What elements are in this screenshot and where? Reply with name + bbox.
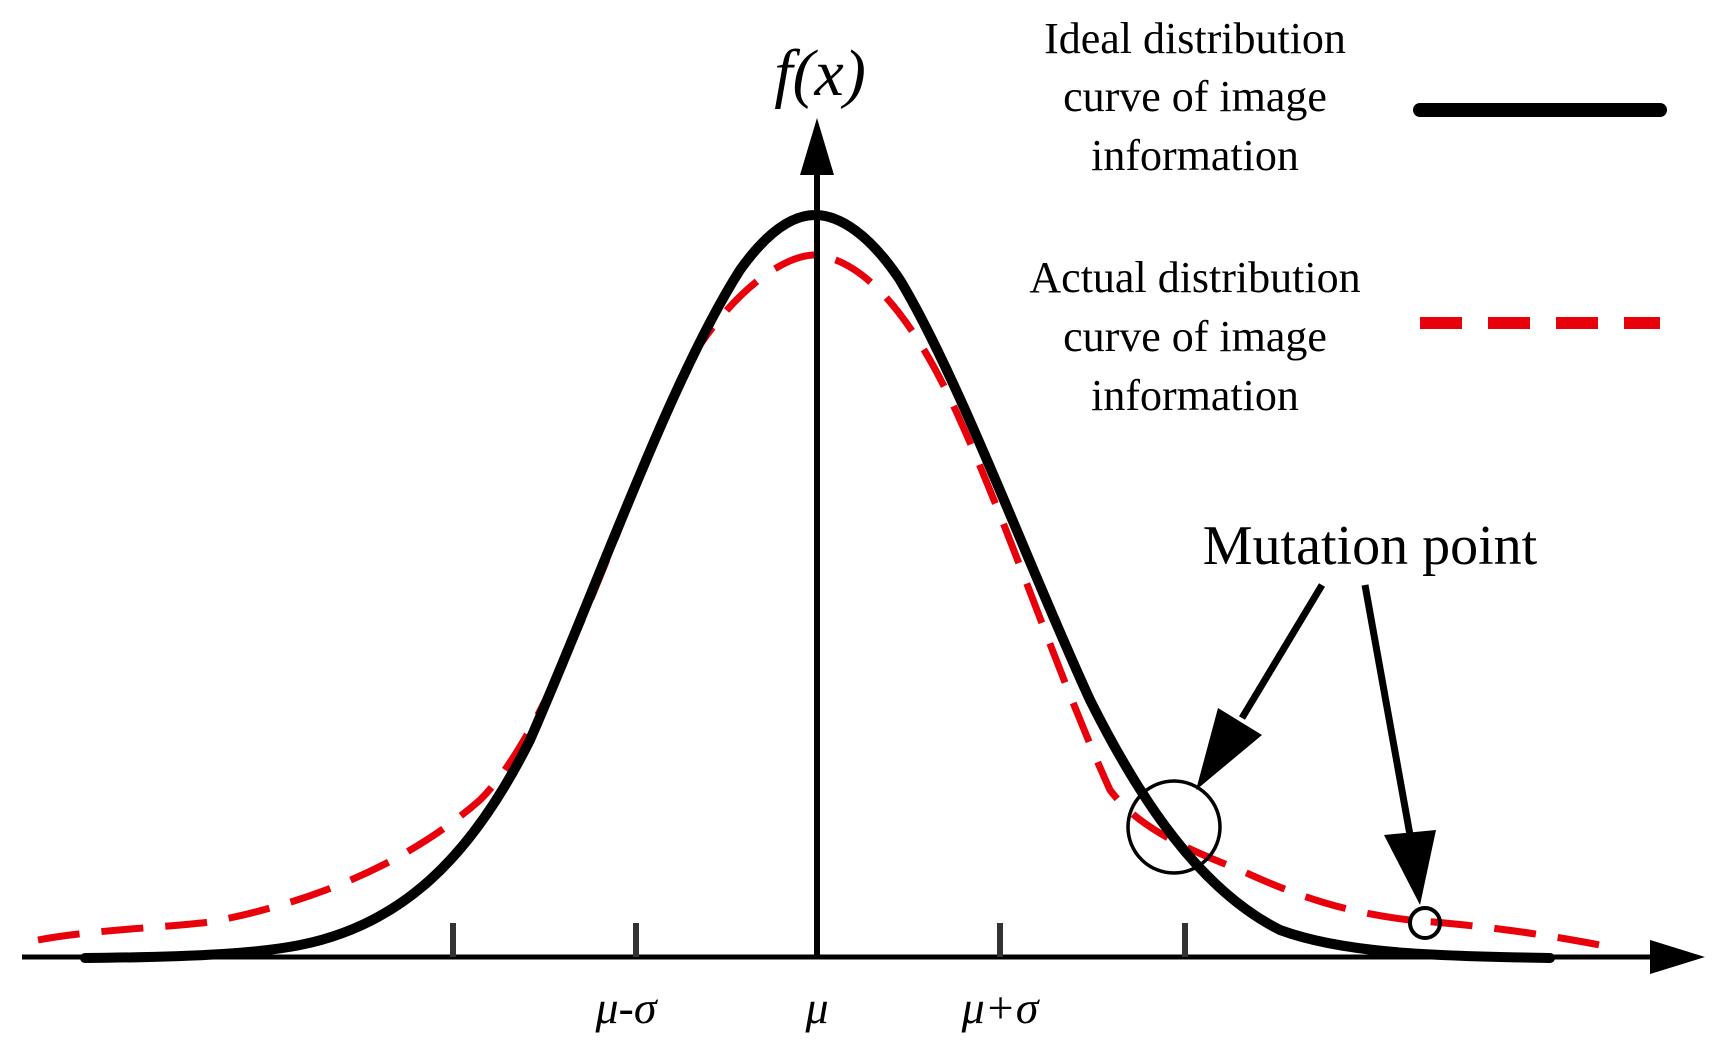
legend-actual-line-3: information	[1091, 371, 1299, 420]
mutation-point-marker-small	[1408, 906, 1442, 940]
y-axis-label: f(x)	[774, 37, 866, 110]
x-axis-ticks	[450, 923, 1188, 957]
legend-item-actual: Actual distribution curve of image infor…	[1029, 253, 1660, 420]
mutation-arrow-1-head	[1196, 708, 1262, 790]
legend-item-ideal: Ideal distribution curve of image inform…	[1044, 14, 1667, 180]
tick-label-mu-minus-sigma: μ-σ	[594, 982, 658, 1033]
actual-distribution-curve	[37, 251, 1601, 949]
mutation-arrow-1-shaft	[1239, 583, 1325, 720]
legend-ideal-line-1: Ideal distribution	[1044, 14, 1346, 63]
mutation-point-marker-large	[1126, 779, 1222, 875]
legend-actual-line-2: curve of image	[1063, 312, 1327, 361]
x-axis-arrowhead	[1650, 940, 1705, 974]
legend-actual-line-1: Actual distribution	[1029, 253, 1360, 302]
tick-label-mu-plus-sigma: μ+σ	[961, 982, 1041, 1033]
mutation-arrow-2-shaft	[1361, 584, 1414, 836]
legend-ideal-line-2: curve of image	[1063, 72, 1327, 121]
mutation-arrow-2-head	[1384, 830, 1436, 905]
y-axis-arrowhead	[800, 118, 834, 175]
legend-ideal-line-3: information	[1091, 131, 1299, 180]
tick-label-mu: μ	[804, 982, 828, 1033]
mutation-point-label: Mutation point	[1203, 515, 1538, 577]
